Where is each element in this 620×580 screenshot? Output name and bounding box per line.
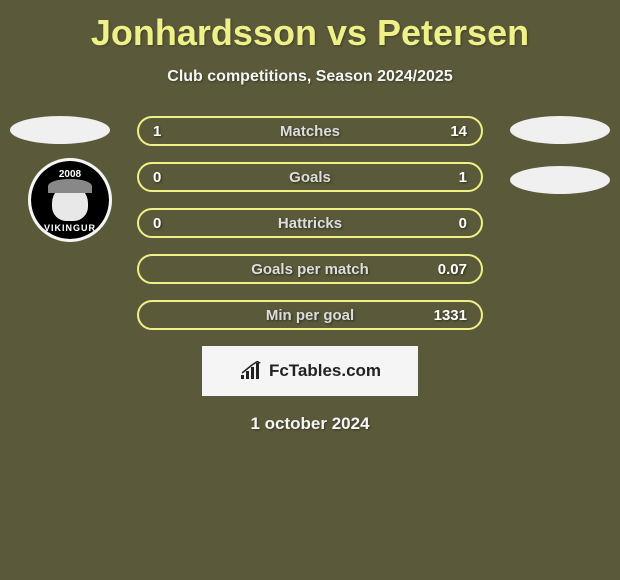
stat-left-value: 1 <box>153 123 193 140</box>
viking-head-icon <box>52 185 88 221</box>
stat-right-value: 0.07 <box>427 261 467 278</box>
stat-left-value: 0 <box>153 215 193 232</box>
left-club-logo: 2008 VIKINGUR <box>28 158 112 242</box>
comparison-title: Jonhardsson vs Petersen <box>0 0 620 54</box>
stat-right-value: 1331 <box>427 307 467 324</box>
stat-row-matches: 1 Matches 14 <box>137 116 483 146</box>
right-player-avatar-placeholder <box>510 116 610 144</box>
stat-right-value: 0 <box>427 215 467 232</box>
club-name: VIKINGUR <box>44 223 96 233</box>
left-player-column: 2008 VIKINGUR <box>10 116 110 242</box>
right-player-column <box>510 116 610 216</box>
stat-label: Goals per match <box>251 261 369 278</box>
branding-banner: FcTables.com <box>202 346 418 396</box>
left-player-avatar-placeholder <box>10 116 110 144</box>
stat-right-value: 14 <box>427 123 467 140</box>
stat-row-goals-per-match: Goals per match 0.07 <box>137 254 483 284</box>
right-club-logo-placeholder <box>510 166 610 194</box>
stats-container: 1 Matches 14 0 Goals 1 0 Hattricks 0 Goa… <box>137 116 483 330</box>
stat-label: Min per goal <box>266 307 354 324</box>
branding-text: FcTables.com <box>269 361 381 381</box>
stat-label: Hattricks <box>278 215 342 232</box>
chart-icon <box>239 361 263 381</box>
stat-right-value: 1 <box>427 169 467 186</box>
stat-row-goals: 0 Goals 1 <box>137 162 483 192</box>
stat-left-value: 0 <box>153 169 193 186</box>
stat-row-min-per-goal: Min per goal 1331 <box>137 300 483 330</box>
club-logo-inner: 2008 VIKINGUR <box>31 161 109 239</box>
comparison-subtitle: Club competitions, Season 2024/2025 <box>0 68 620 86</box>
stat-row-hattricks: 0 Hattricks 0 <box>137 208 483 238</box>
stat-label: Goals <box>289 169 331 186</box>
date-label: 1 october 2024 <box>0 414 620 434</box>
stat-label: Matches <box>280 123 340 140</box>
content-area: 2008 VIKINGUR 1 Matches 14 0 Goals 1 0 H… <box>0 116 620 330</box>
